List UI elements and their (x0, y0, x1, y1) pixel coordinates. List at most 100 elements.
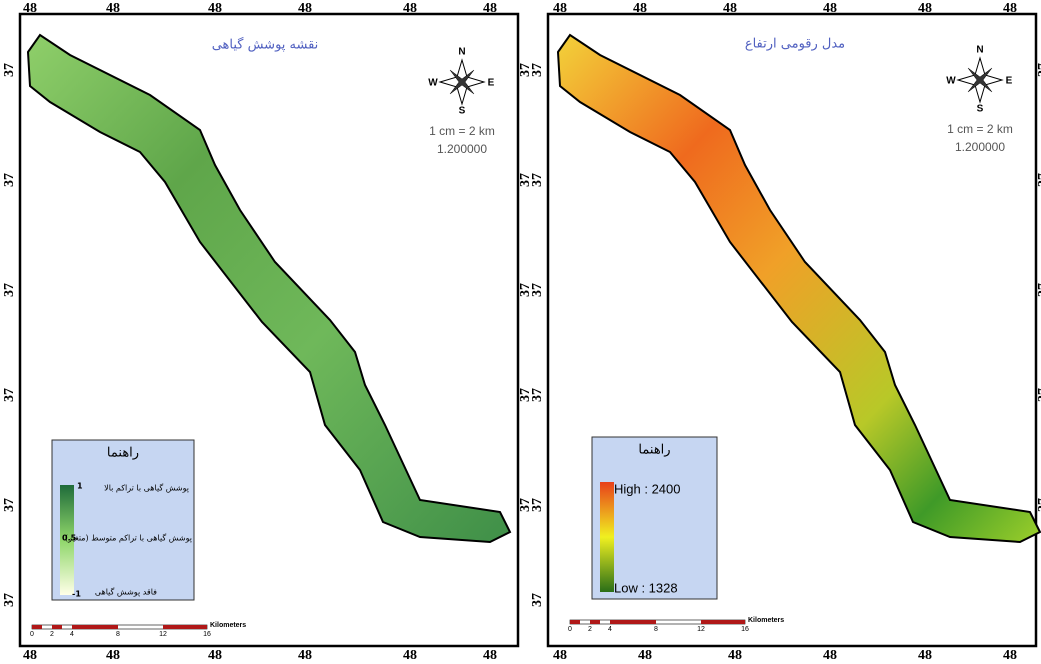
right-coordinate: 37 (1036, 498, 1041, 512)
bottom-coordinate: 48 (1003, 648, 1017, 663)
legend-title: راهنما (638, 443, 670, 458)
compass-w: W (428, 78, 438, 89)
left-coordinate: 37 (2, 63, 17, 77)
bottom-coordinate: 48 (483, 648, 497, 663)
scale-bar-segment (701, 620, 745, 624)
map-title: نقشه پوشش گیاهی (212, 37, 319, 53)
compass-e: E (488, 78, 495, 89)
left-coordinate: 37 (530, 593, 545, 607)
compass-s: S (459, 106, 466, 117)
bottom-coordinate: 48 (728, 648, 742, 663)
left-coordinate: 37 (530, 388, 545, 402)
scale-ratio: 1.200000 (437, 142, 487, 156)
top-coordinate: 48 (298, 1, 312, 16)
compass-w: W (946, 76, 956, 87)
legend-entry: Low : 1328 (614, 580, 678, 595)
scale-bar-segment (610, 620, 656, 624)
scale-bar-unit: Kilometers (748, 617, 784, 624)
scale-bar-segment (570, 620, 580, 624)
top-coordinate: 48 (1003, 1, 1017, 16)
legend-entry: High : 2400 (614, 481, 681, 496)
legend-title: راهنما (107, 446, 139, 461)
scale-bar-label: 2 (50, 631, 54, 638)
right-coordinate: 37 (518, 63, 533, 77)
left-coordinate: 37 (2, 283, 17, 297)
scale-bar-label: 4 (608, 626, 612, 633)
right-coordinate: 37 (518, 498, 533, 512)
bottom-coordinate: 48 (298, 648, 312, 663)
scale-bar-label: 16 (203, 631, 211, 638)
legend-entry: 1 (77, 482, 83, 491)
legend-entry: فاقد پوشش گیاهی (95, 587, 157, 597)
left-coordinate: 37 (530, 63, 545, 77)
compass-n: N (458, 47, 465, 58)
left-coordinate: 37 (2, 593, 17, 607)
legend-entry: پوشش گیاهی با تراکم بالا (104, 483, 189, 493)
bottom-coordinate: 48 (638, 648, 652, 663)
compass-e: E (1006, 76, 1013, 87)
top-coordinate: 48 (483, 1, 497, 16)
right-coordinate: 37 (518, 388, 533, 402)
top-coordinate: 48 (106, 1, 120, 16)
scale-bar-label: 0 (568, 626, 572, 633)
left-coordinate: 37 (530, 498, 545, 512)
compass-s: S (977, 104, 984, 115)
top-coordinate: 48 (633, 1, 647, 16)
legend-colorbar (600, 482, 614, 592)
top-coordinate: 48 (918, 1, 932, 16)
scale-bar-segment (72, 625, 118, 629)
bottom-coordinate: 48 (23, 648, 37, 663)
right-coordinate: 37 (518, 173, 533, 187)
scale-bar-label: 16 (741, 626, 749, 633)
study-area (26, 33, 512, 544)
top-coordinate: 48 (723, 1, 737, 16)
map-title: مدل رقومی ارتفاع (745, 37, 845, 52)
scale-bar-unit: Kilometers (210, 622, 246, 629)
scale-bar-segment (52, 625, 62, 629)
top-coordinate: 48 (823, 1, 837, 16)
legend-entry: 0.5 (62, 534, 77, 543)
scale-bar-label: 12 (697, 626, 705, 633)
top-coordinate: 48 (553, 1, 567, 16)
right-coordinate: 37 (1036, 63, 1041, 77)
study-area (556, 33, 1041, 544)
left-coordinate: 37 (2, 173, 17, 187)
scale-bar-label: 0 (30, 631, 34, 638)
scale-bar-label: 2 (588, 626, 592, 633)
top-coordinate: 48 (23, 1, 37, 16)
left-coordinate: 37 (2, 498, 17, 512)
top-coordinate: 48 (403, 1, 417, 16)
compass-n: N (976, 45, 983, 56)
scale-bar-label: 8 (654, 626, 658, 633)
right-coordinate: 37 (518, 283, 533, 297)
right-coordinate: 37 (1036, 173, 1041, 187)
scale-text: 1 cm = 2 km (429, 124, 495, 138)
bottom-coordinate: 48 (403, 648, 417, 663)
right-coordinate: 37 (1036, 283, 1041, 297)
scale-bar-segment (163, 625, 207, 629)
bottom-coordinate: 48 (918, 648, 932, 663)
scale-bar-label: 8 (116, 631, 120, 638)
legend-box (51, 439, 195, 601)
legend-colorbar (60, 485, 74, 595)
scale-text: 1 cm = 2 km (947, 122, 1013, 136)
bottom-coordinate: 48 (106, 648, 120, 663)
north-arrow-diag (967, 67, 993, 93)
scale-bar-label: 12 (159, 631, 167, 638)
bottom-coordinate: 48 (823, 648, 837, 663)
scale-bar-segment (32, 625, 42, 629)
legend-entry: -1 (72, 590, 81, 599)
bottom-coordinate: 48 (208, 648, 222, 663)
legend-entry: پوشش گیاهی با تراکم متوسط (متغیر) (65, 533, 192, 543)
left-coordinate: 37 (530, 283, 545, 297)
left-coordinate: 37 (2, 388, 17, 402)
north-arrow-diag (449, 69, 475, 95)
scale-ratio: 1.200000 (955, 140, 1005, 154)
right-coordinate: 37 (1036, 388, 1041, 402)
left-coordinate: 37 (530, 173, 545, 187)
bottom-coordinate: 48 (553, 648, 567, 663)
scale-bar-label: 4 (70, 631, 74, 638)
